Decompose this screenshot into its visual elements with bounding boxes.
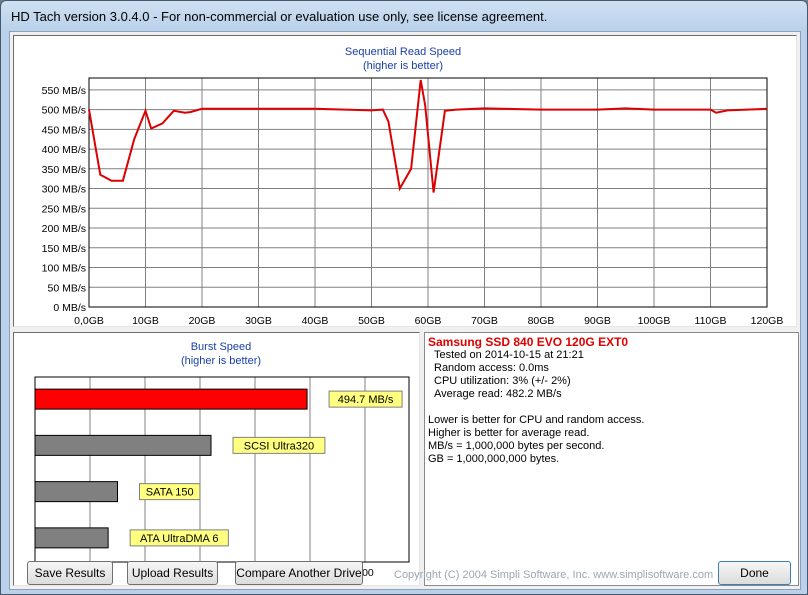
note-cpu: Lower is better for CPU and random acces… bbox=[428, 414, 645, 426]
burst-bar bbox=[34, 388, 308, 410]
read-speed-chart: Sequential Read Speed (higher is better)… bbox=[42, 46, 784, 326]
read-x-tick-label: 60GB bbox=[415, 315, 442, 326]
read-y-tick-label: 550 MB/s bbox=[42, 85, 86, 97]
read-x-tick-label: 70GB bbox=[471, 315, 498, 326]
tested-on: Tested on 2014-10-15 at 21:21 bbox=[434, 349, 584, 361]
read-y-tick-label: 250 MB/s bbox=[42, 203, 86, 215]
title-bar[interactable]: HD Tach version 3.0.4.0 - For non-commer… bbox=[1, 1, 807, 31]
random-access: Random access: 0.0ms bbox=[434, 362, 549, 374]
read-y-tick-label: 0 MB/s bbox=[53, 302, 86, 314]
save-results-button[interactable]: Save Results bbox=[27, 561, 113, 585]
read-chart-panel: Sequential Read Speed (higher is better)… bbox=[13, 35, 797, 327]
read-x-tick-label: 110GB bbox=[695, 315, 727, 326]
note-mbs: MB/s = 1,000,000 bytes per second. bbox=[428, 440, 605, 452]
read-chart-y-axis: 550 MB/s 500 MB/s 450 MB/s 400 MB/s 350 MB/s… bbox=[42, 85, 86, 314]
compare-another-drive-button[interactable]: Compare Another Drive bbox=[235, 561, 363, 585]
burst-bar bbox=[34, 481, 118, 503]
burst-bar bbox=[34, 434, 212, 456]
burst-bar-label-box bbox=[328, 390, 403, 408]
read-plot-frame bbox=[88, 77, 768, 308]
cpu-utilization: CPU utilization: 3% (+/- 2%) bbox=[434, 375, 571, 387]
burst-bar bbox=[34, 527, 109, 549]
average-read: Average read: 482.2 MB/s bbox=[434, 388, 562, 400]
burst-bar-label-box bbox=[232, 436, 326, 454]
burst-bars: 494.7 MB/s SCSI Ultra320 SATA 150 ATA Ultra… bbox=[34, 388, 403, 549]
copyright-text: Copyright (C) 2004 Simpli Software, Inc.… bbox=[394, 569, 714, 581]
read-x-tick-label: 0,0GB bbox=[74, 315, 104, 326]
read-x-tick-label: 50GB bbox=[358, 315, 385, 326]
read-chart-title: Sequential Read Speed bbox=[345, 46, 461, 58]
read-y-tick-label: 500 MB/s bbox=[42, 105, 86, 117]
burst-bar-label: ATA UltraDMA 6 bbox=[140, 533, 218, 545]
read-x-tick-label: 90GB bbox=[584, 315, 611, 326]
read-x-tick-label: 100GB bbox=[638, 315, 671, 326]
info-panel: Samsung SSD 840 EVO 120G EXT0 Tested on … bbox=[424, 332, 799, 586]
window-title: HD Tach version 3.0.4.0 - For non-commer… bbox=[11, 9, 548, 24]
read-y-tick-label: 200 MB/s bbox=[42, 223, 86, 235]
read-chart-x-axis: 0,0GB 10GB 20GB 30GB 40GB 50GB 60GB 70GB 80GB 90G… bbox=[74, 315, 783, 326]
read-y-tick-label: 50 MB/s bbox=[47, 282, 86, 294]
read-speed-series-line bbox=[88, 79, 768, 193]
upload-results-button[interactable]: Upload Results bbox=[127, 561, 218, 585]
burst-plot-frame bbox=[34, 376, 410, 563]
read-x-tick-label: 80GB bbox=[528, 315, 555, 326]
done-button[interactable]: Done bbox=[718, 561, 791, 585]
read-x-tick-label: 20GB bbox=[189, 315, 216, 326]
read-x-tick-label: 30GB bbox=[245, 315, 272, 326]
read-y-tick-label: 400 MB/s bbox=[42, 144, 86, 156]
read-x-tick-label: 120GB bbox=[751, 315, 784, 326]
note-read: Higher is better for average read. bbox=[428, 427, 590, 439]
burst-bar-label-box bbox=[129, 529, 229, 547]
read-chart-subtitle: (higher is better) bbox=[363, 60, 443, 72]
client-area: Sequential Read Speed (higher is better)… bbox=[9, 31, 801, 590]
drive-name: Samsung SSD 840 EVO 120G EXT0 bbox=[428, 335, 629, 349]
burst-bar-label: SATA 150 bbox=[146, 487, 194, 499]
read-y-tick-label: 350 MB/s bbox=[42, 164, 86, 176]
read-y-tick-label: 450 MB/s bbox=[42, 124, 86, 136]
read-x-tick-label: 40GB bbox=[302, 315, 329, 326]
burst-speed-chart: Burst Speed (higher is better) 494.7 MB/… bbox=[32, 341, 410, 579]
read-y-tick-label: 300 MB/s bbox=[42, 184, 86, 196]
burst-chart-title: Burst Speed bbox=[191, 341, 252, 353]
read-y-tick-label: 100 MB/s bbox=[42, 263, 86, 275]
burst-chart-panel: Burst Speed (higher is better) 494.7 MB/… bbox=[13, 332, 420, 586]
burst-chart-subtitle: (higher is better) bbox=[181, 355, 261, 367]
note-gb: GB = 1,000,000,000 bytes. bbox=[428, 453, 560, 465]
read-y-tick-label: 150 MB/s bbox=[42, 243, 86, 255]
burst-bar-label: SCSI Ultra320 bbox=[244, 440, 314, 452]
burst-bar-label: 494.7 MB/s bbox=[338, 394, 394, 406]
burst-bar-label-box bbox=[139, 483, 201, 501]
read-x-tick-label: 10GB bbox=[132, 315, 159, 326]
